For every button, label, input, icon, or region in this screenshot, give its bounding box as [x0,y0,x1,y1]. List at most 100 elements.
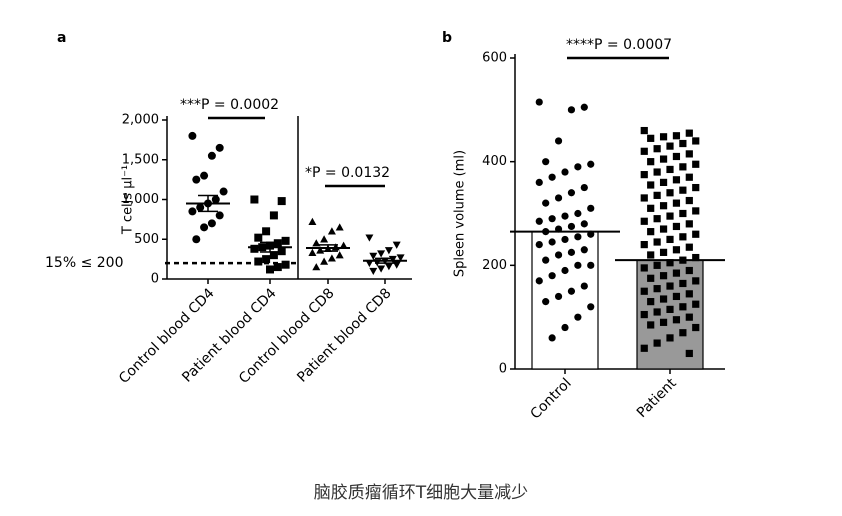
square-dot [666,165,674,174]
triangle-dot [384,263,393,271]
dot [561,323,569,332]
dot [200,223,209,232]
square-dot [647,228,655,236]
square-dot [692,230,700,238]
dot [567,189,576,197]
triangle-dot [327,227,336,235]
triangle-dot [396,254,405,262]
square-dot [640,171,648,179]
triangle-dot [377,265,386,273]
triangle-dot [369,252,378,260]
square-dot [647,274,655,282]
dot [207,151,216,160]
y-tick-label: 200 [482,258,507,273]
square-dot [685,196,693,205]
dot [535,217,543,225]
dot [567,106,576,114]
triangle-dot [312,263,321,271]
square-dot [692,277,700,285]
dot [548,238,556,246]
square-dot [672,176,681,184]
square-dot [666,212,674,220]
square-dot [647,251,655,259]
dot [561,235,569,244]
bar [531,231,599,370]
square-dot [692,207,700,215]
square-dot [672,292,681,301]
dot [561,266,569,275]
square-dot [679,303,687,311]
square-dot [679,163,687,171]
dot [188,207,197,216]
triangle-dot [327,254,336,262]
square-dot [640,126,648,135]
square-dot [640,217,648,225]
dot [548,334,556,342]
triangle-dot [335,223,344,231]
square-dot [679,233,687,241]
square-dot [679,329,687,337]
dot [580,220,588,228]
dot [188,131,197,140]
square-dot [672,246,681,254]
dot [211,195,220,204]
square-dot [250,244,259,253]
square-dot [659,272,668,280]
square-dot [659,178,668,186]
reference-label: 15% ≤ 200 [45,255,123,271]
square-dot [653,168,661,176]
panel-label: b [442,30,452,46]
square-dot [659,295,668,303]
square-dot [659,318,668,326]
square-dot [685,313,693,321]
triangle-dot [308,248,317,256]
dot [548,173,556,181]
square-dot [647,204,655,212]
dot [567,222,576,231]
y-tick-label: 0 [499,362,507,377]
square-dot [685,220,693,228]
dot [554,194,563,202]
dot [574,313,582,321]
square-dot [640,147,648,155]
square-dot [672,269,681,277]
triangle-dot [369,267,378,276]
dot [215,211,224,220]
square-dot [666,235,674,244]
square-dot [647,134,655,142]
dot [535,277,543,285]
significance-label: ****P = 0.0007 [566,37,672,53]
square-dot [647,298,655,306]
square-dot [666,334,674,342]
dot [219,187,228,196]
square-dot [254,233,263,242]
square-dot [250,195,259,204]
dot [574,261,582,269]
square-dot [653,215,661,223]
square-dot [679,186,687,194]
square-dot [672,132,681,140]
square-dot [672,316,681,324]
y-tick-label: 0 [151,272,159,287]
square-dot [685,150,693,158]
square-dot [685,290,693,298]
dot [554,292,563,301]
square-dot [659,225,668,233]
dot [580,246,588,254]
square-dot [692,323,700,332]
dot [580,282,588,290]
dot [535,241,543,249]
square-dot [685,266,693,275]
square-dot [653,285,661,293]
square-dot [269,211,278,220]
square-dot [659,133,668,141]
square-dot [281,236,290,245]
dot [535,98,543,106]
dot [196,203,205,212]
square-dot [692,300,700,308]
square-dot [672,152,681,161]
square-dot [277,247,286,256]
caption: 脑胶质瘤循环T细胞大量减少 [314,483,528,503]
square-dot [679,209,687,218]
